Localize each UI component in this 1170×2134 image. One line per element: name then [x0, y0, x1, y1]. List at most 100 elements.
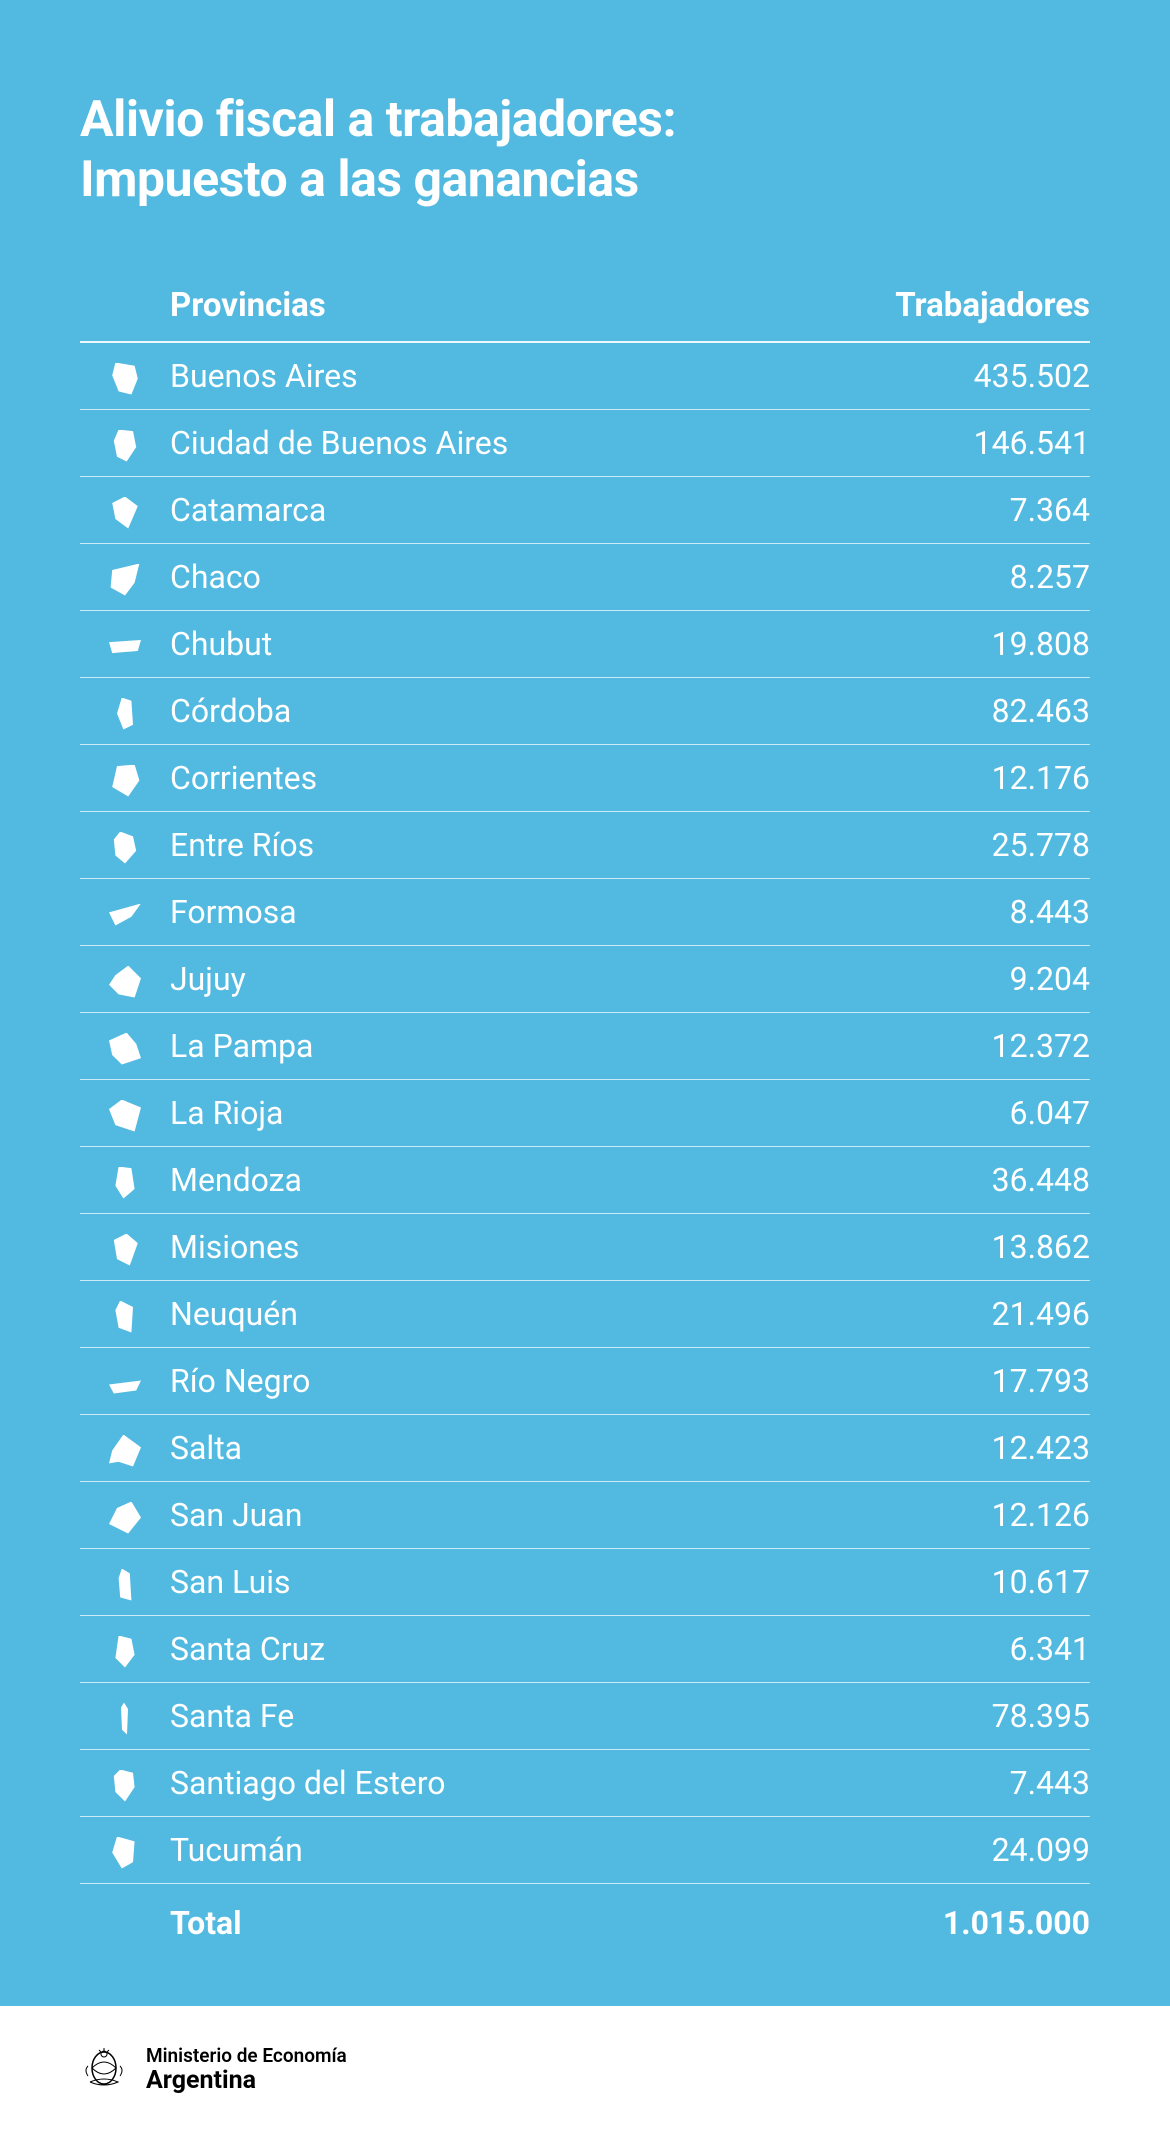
- province-value: 24.099: [754, 1817, 1090, 1884]
- province-value: 146.541: [754, 410, 1090, 477]
- table-row: Santiago del Estero7.443: [80, 1750, 1090, 1817]
- table-row: Ciudad de Buenos Aires146.541: [80, 410, 1090, 477]
- province-name: Santa Fe: [170, 1683, 754, 1750]
- footer: Ministerio de Economía Argentina: [0, 2006, 1170, 2134]
- province-value: 82.463: [754, 678, 1090, 745]
- province-shape-icon: [80, 1214, 170, 1281]
- footer-country: Argentina: [146, 2067, 347, 2095]
- province-name: Jujuy: [170, 946, 754, 1013]
- table-row: Chubut19.808: [80, 611, 1090, 678]
- province-name: Ciudad de Buenos Aires: [170, 410, 754, 477]
- title-line-2: Impuesto a las ganancias: [80, 150, 1090, 210]
- province-value: 7.443: [754, 1750, 1090, 1817]
- table-row: Misiones13.862: [80, 1214, 1090, 1281]
- main-panel: Alivio fiscal a trabajadores: Impuesto a…: [0, 0, 1170, 2006]
- province-value: 8.257: [754, 544, 1090, 611]
- province-shape-icon: [80, 1549, 170, 1616]
- province-value: 9.204: [754, 946, 1090, 1013]
- province-shape-icon: [80, 544, 170, 611]
- province-shape-icon: [80, 1616, 170, 1683]
- province-shape-icon: [80, 1348, 170, 1415]
- province-value: 12.423: [754, 1415, 1090, 1482]
- table-header-row: Provincias Trabajadores: [80, 270, 1090, 342]
- province-shape-icon: [80, 1013, 170, 1080]
- province-name: Chubut: [170, 611, 754, 678]
- table-row: La Pampa12.372: [80, 1013, 1090, 1080]
- province-value: 25.778: [754, 812, 1090, 879]
- province-name: Entre Ríos: [170, 812, 754, 879]
- province-shape-icon: [80, 1080, 170, 1147]
- header-provincias: Provincias: [170, 270, 754, 342]
- province-shape-icon: [80, 946, 170, 1013]
- table-row: Chaco8.257: [80, 544, 1090, 611]
- province-shape-icon: [80, 1281, 170, 1348]
- province-shape-icon: [80, 1750, 170, 1817]
- province-name: Corrientes: [170, 745, 754, 812]
- table-row: Corrientes12.176: [80, 745, 1090, 812]
- total-icon-cell: [80, 1884, 170, 1957]
- province-shape-icon: [80, 1415, 170, 1482]
- province-value: 12.176: [754, 745, 1090, 812]
- table-row: Jujuy9.204: [80, 946, 1090, 1013]
- province-value: 8.443: [754, 879, 1090, 946]
- argentina-emblem-icon: [80, 2046, 128, 2094]
- province-shape-icon: [80, 477, 170, 544]
- province-shape-icon: [80, 1683, 170, 1750]
- title-block: Alivio fiscal a trabajadores: Impuesto a…: [80, 90, 1090, 210]
- provinces-table: Provincias Trabajadores Buenos Aires435.…: [80, 270, 1090, 1956]
- province-shape-icon: [80, 678, 170, 745]
- province-value: 7.364: [754, 477, 1090, 544]
- total-value: 1.015.000: [754, 1884, 1090, 1957]
- province-value: 10.617: [754, 1549, 1090, 1616]
- total-row: Total1.015.000: [80, 1884, 1090, 1957]
- province-shape-icon: [80, 879, 170, 946]
- province-name: Buenos Aires: [170, 342, 754, 410]
- table-row: Córdoba82.463: [80, 678, 1090, 745]
- province-value: 12.372: [754, 1013, 1090, 1080]
- province-name: Formosa: [170, 879, 754, 946]
- table-row: Río Negro17.793: [80, 1348, 1090, 1415]
- province-name: Catamarca: [170, 477, 754, 544]
- table-row: San Juan12.126: [80, 1482, 1090, 1549]
- province-name: Mendoza: [170, 1147, 754, 1214]
- province-name: Santa Cruz: [170, 1616, 754, 1683]
- province-name: Chaco: [170, 544, 754, 611]
- province-value: 12.126: [754, 1482, 1090, 1549]
- table-row: Neuquén21.496: [80, 1281, 1090, 1348]
- table-row: Formosa8.443: [80, 879, 1090, 946]
- province-name: La Pampa: [170, 1013, 754, 1080]
- table-row: Mendoza36.448: [80, 1147, 1090, 1214]
- province-value: 6.047: [754, 1080, 1090, 1147]
- province-value: 13.862: [754, 1214, 1090, 1281]
- table-row: Santa Cruz6.341: [80, 1616, 1090, 1683]
- province-value: 19.808: [754, 611, 1090, 678]
- province-shape-icon: [80, 1817, 170, 1884]
- province-shape-icon: [80, 745, 170, 812]
- table-row: San Luis10.617: [80, 1549, 1090, 1616]
- header-trabajadores: Trabajadores: [754, 270, 1090, 342]
- province-value: 17.793: [754, 1348, 1090, 1415]
- province-name: Salta: [170, 1415, 754, 1482]
- province-shape-icon: [80, 410, 170, 477]
- province-name: Río Negro: [170, 1348, 754, 1415]
- province-name: Neuquén: [170, 1281, 754, 1348]
- province-shape-icon: [80, 1147, 170, 1214]
- province-name: La Rioja: [170, 1080, 754, 1147]
- table-row: Tucumán24.099: [80, 1817, 1090, 1884]
- province-shape-icon: [80, 611, 170, 678]
- province-name: Tucumán: [170, 1817, 754, 1884]
- province-name: San Juan: [170, 1482, 754, 1549]
- title-line-1: Alivio fiscal a trabajadores:: [80, 90, 1090, 150]
- province-name: Santiago del Estero: [170, 1750, 754, 1817]
- table-row: Buenos Aires435.502: [80, 342, 1090, 410]
- footer-ministry: Ministerio de Economía: [146, 2046, 347, 2067]
- province-shape-icon: [80, 1482, 170, 1549]
- province-shape-icon: [80, 812, 170, 879]
- table-row: La Rioja6.047: [80, 1080, 1090, 1147]
- province-name: Córdoba: [170, 678, 754, 745]
- province-shape-icon: [80, 342, 170, 410]
- province-value: 435.502: [754, 342, 1090, 410]
- province-value: 21.496: [754, 1281, 1090, 1348]
- province-name: San Luis: [170, 1549, 754, 1616]
- footer-text: Ministerio de Economía Argentina: [146, 2046, 347, 2094]
